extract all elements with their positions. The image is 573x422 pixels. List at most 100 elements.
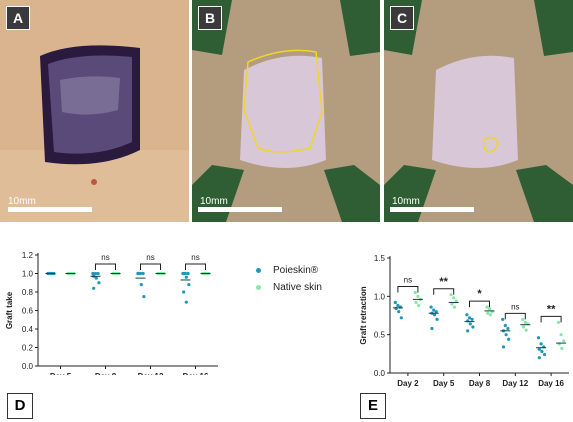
data-point: [470, 317, 474, 321]
data-point: [537, 347, 541, 351]
panel-letter-a: A: [6, 6, 30, 30]
x-tick-label: Day 12: [138, 372, 164, 375]
x-tick-label: Day 8: [469, 379, 491, 388]
y-tick-label: 0.6: [22, 307, 34, 316]
data-point: [467, 316, 472, 320]
data-point: [142, 295, 146, 299]
significance-bracket: [95, 263, 116, 270]
significance-label: ns: [191, 253, 199, 262]
graft-take-chart: 0.0 0.2 0.4 0.6 0.8 1.0 1.2 Graft take Day 5 Day …: [5, 251, 218, 375]
graft-retraction-chart: 0.0 0.5 1.0 1.5 Graft retraction Day 2 ns Day 5…: [359, 254, 569, 388]
data-point: [562, 339, 566, 343]
x-tick-label: Day 5: [433, 379, 455, 388]
data-point: [521, 325, 526, 329]
significance-bracket: [433, 288, 455, 295]
x-tick-label: Day 8: [95, 372, 117, 375]
data-point: [539, 342, 543, 346]
y-tick-label: 1.0: [22, 270, 34, 279]
legend-item-poieskin: Poieskin®: [256, 262, 322, 279]
data-point: [488, 313, 492, 317]
y-tick-label: 0.8: [22, 288, 34, 297]
scale-label-a: 10mm: [8, 196, 36, 207]
significance-bracket: [540, 315, 562, 323]
data-point: [487, 307, 492, 311]
y-tick-label: 1.5: [374, 254, 386, 263]
data-point: [432, 308, 436, 312]
data-point: [96, 271, 100, 276]
legend-label-poieskin: Poieskin®: [273, 265, 319, 276]
data-point: [486, 311, 490, 315]
significance-label: **: [439, 276, 448, 288]
x-tick-label: Day 12: [502, 379, 528, 388]
data-point: [182, 290, 186, 294]
legend-dot-poieskin: [256, 268, 261, 273]
data-point: [92, 286, 96, 290]
data-point: [540, 349, 544, 354]
y-axis-label: Graft retraction: [359, 286, 368, 344]
data-point: [452, 296, 456, 300]
significance-bracket: [469, 300, 490, 308]
significance-bracket: [504, 312, 526, 320]
legend-item-native: Native skin: [256, 279, 322, 296]
data-point: [536, 336, 541, 340]
y-tick-label: 0.0: [374, 369, 386, 378]
data-point: [450, 302, 454, 306]
data-point: [432, 313, 437, 317]
significance-label: ns: [404, 276, 412, 285]
significance-label: *: [477, 288, 482, 300]
y-tick-label: 0.2: [22, 344, 34, 353]
data-point: [141, 271, 145, 276]
data-point: [454, 299, 458, 303]
data-point: [504, 333, 508, 337]
data-point: [393, 300, 397, 305]
data-point: [559, 333, 563, 337]
scale-label-c: 10mm: [392, 196, 420, 207]
y-tick-label: 1.0: [374, 292, 386, 301]
data-point: [413, 290, 417, 295]
data-point: [468, 322, 472, 326]
significance-label: ns: [511, 302, 519, 311]
data-point: [139, 283, 143, 287]
data-point: [414, 300, 418, 305]
chart-legend: Poieskin® Native skin: [256, 262, 322, 296]
scale-label-b: 10mm: [200, 196, 228, 207]
significance-label: **: [547, 303, 556, 315]
data-point: [184, 275, 188, 279]
y-tick-label: 1.2: [22, 251, 34, 260]
data-point: [465, 313, 469, 317]
wound-photo-b: [192, 0, 380, 222]
y-tick-label: 0.0: [22, 362, 34, 371]
wound-photo-a: [0, 0, 189, 222]
legend-dot-native: [256, 285, 261, 290]
data-point: [434, 310, 438, 314]
data-point: [93, 271, 98, 276]
panel-letter-b: B: [198, 6, 222, 30]
data-point: [187, 283, 191, 287]
x-tick-label: Day 16: [538, 379, 564, 388]
data-point: [560, 346, 564, 351]
y-axis-label: Graft take: [5, 291, 14, 329]
data-point: [521, 317, 525, 321]
data-point: [397, 310, 401, 314]
data-point: [485, 305, 489, 309]
data-point: [91, 271, 95, 276]
data-point: [506, 326, 510, 331]
significance-bracket: [397, 286, 419, 293]
x-tick-label: Day 5: [50, 372, 72, 375]
photo-panel-b: B 10mm: [192, 0, 380, 222]
data-point: [435, 317, 439, 321]
data-point: [182, 271, 186, 276]
panel-letter-d: D: [7, 393, 33, 419]
data-point: [430, 326, 434, 331]
significance-bracket: [185, 263, 206, 270]
data-point: [416, 294, 420, 298]
data-point: [501, 317, 505, 321]
data-point: [452, 305, 457, 309]
data-point: [97, 281, 101, 285]
x-tick-label: Day 2: [397, 379, 419, 388]
panel-letter-c: C: [390, 6, 414, 30]
data-point: [449, 293, 453, 297]
data-point: [429, 305, 433, 309]
data-point: [524, 328, 528, 332]
data-point: [417, 303, 421, 308]
